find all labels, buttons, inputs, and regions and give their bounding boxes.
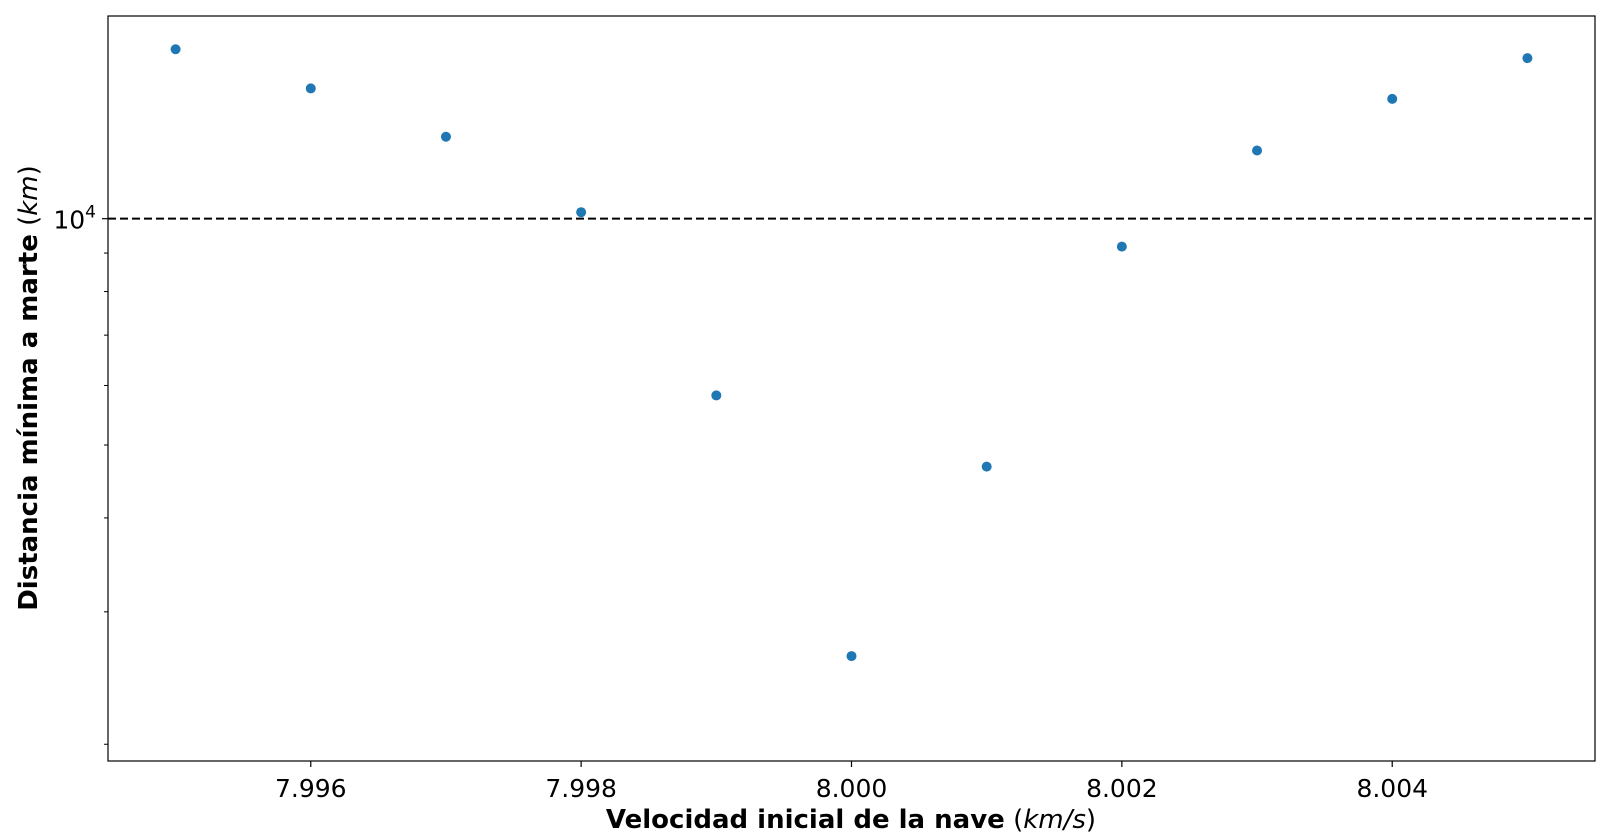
y-axis-label-text: Distancia mínima a marte: [14, 234, 44, 611]
x-tick-label: 8.000: [816, 774, 888, 803]
data-point: [1252, 145, 1263, 156]
data-point: [1116, 241, 1127, 252]
x-axis-unit-open: (: [1013, 805, 1023, 835]
plot-area: [108, 16, 1595, 761]
data-point: [576, 207, 587, 218]
x-tick-label: 7.998: [545, 774, 617, 803]
data-point: [170, 44, 181, 55]
y-axis-unit-open: (: [14, 216, 44, 226]
x-axis-ticks: 7.996 7.998 8.000 8.002 8.004: [275, 761, 1428, 803]
data-point: [305, 83, 316, 94]
y-axis-unit: km: [14, 175, 44, 215]
y-axis-major-tick: 104: [53, 203, 108, 235]
data-point: [981, 461, 992, 472]
y-axis-label: Distancia mínima a marte (km): [14, 165, 44, 611]
x-axis-unit: km/s: [1023, 805, 1086, 835]
y-tick-label: 104: [53, 203, 96, 235]
data-point: [1387, 93, 1398, 104]
x-tick-label: 7.996: [275, 774, 347, 803]
plot-frame: [107, 15, 1596, 762]
data-point: [1522, 53, 1533, 64]
x-axis-unit-close: ): [1086, 805, 1096, 835]
y-minor-ticks: [104, 252, 108, 745]
x-axis-label: Velocidad inicial de la nave (km/s): [606, 805, 1096, 835]
y-tick-base: 10: [53, 206, 85, 235]
data-point: [440, 131, 451, 142]
data-point: [846, 651, 857, 662]
y-tick-exponent: 4: [85, 203, 96, 223]
x-tick-label: 8.002: [1086, 774, 1158, 803]
data-points: [170, 44, 1533, 662]
y-axis-unit-close: ): [14, 165, 44, 175]
x-axis-label-text: Velocidad inicial de la nave: [606, 805, 1005, 835]
data-point: [711, 390, 722, 401]
x-tick-label: 8.004: [1356, 774, 1428, 803]
